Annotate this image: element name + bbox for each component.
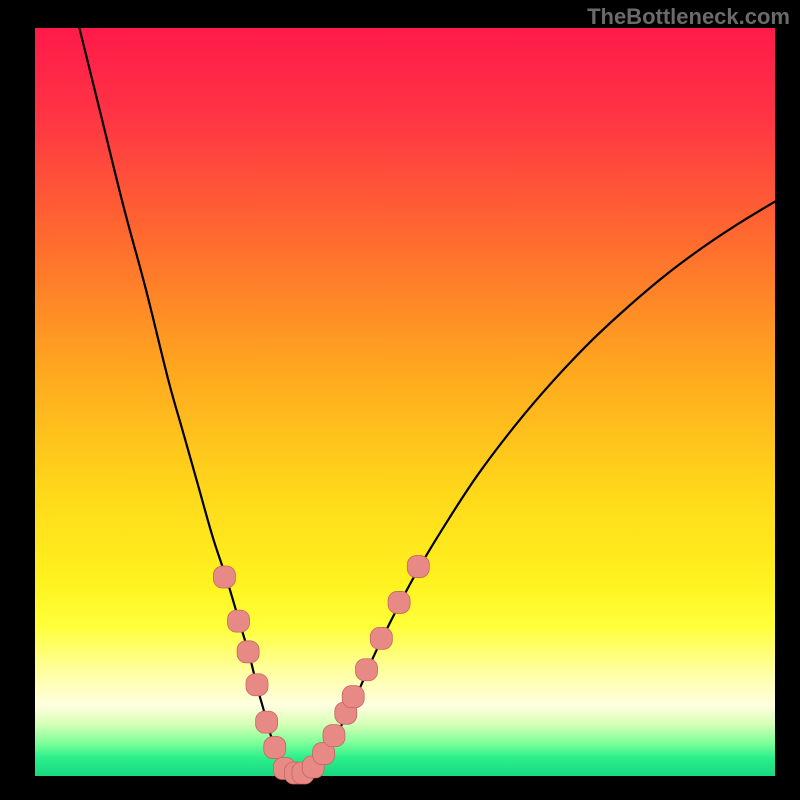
marker-point [213, 566, 235, 588]
plot-area [35, 28, 775, 776]
marker-point [342, 686, 364, 708]
marker-point [256, 711, 278, 733]
marker-point [323, 725, 345, 747]
marker-point [407, 556, 429, 578]
marker-point [237, 641, 259, 663]
marker-point [388, 591, 410, 613]
right-curve [303, 202, 775, 773]
marker-point [246, 674, 268, 696]
chart-svg [35, 28, 775, 776]
marker-point [264, 737, 286, 759]
marker-layer [213, 556, 429, 784]
left-curve [79, 28, 295, 773]
marker-point [356, 659, 378, 681]
watermark-text: TheBottleneck.com [587, 4, 790, 30]
marker-point [228, 610, 250, 632]
marker-point [370, 627, 392, 649]
